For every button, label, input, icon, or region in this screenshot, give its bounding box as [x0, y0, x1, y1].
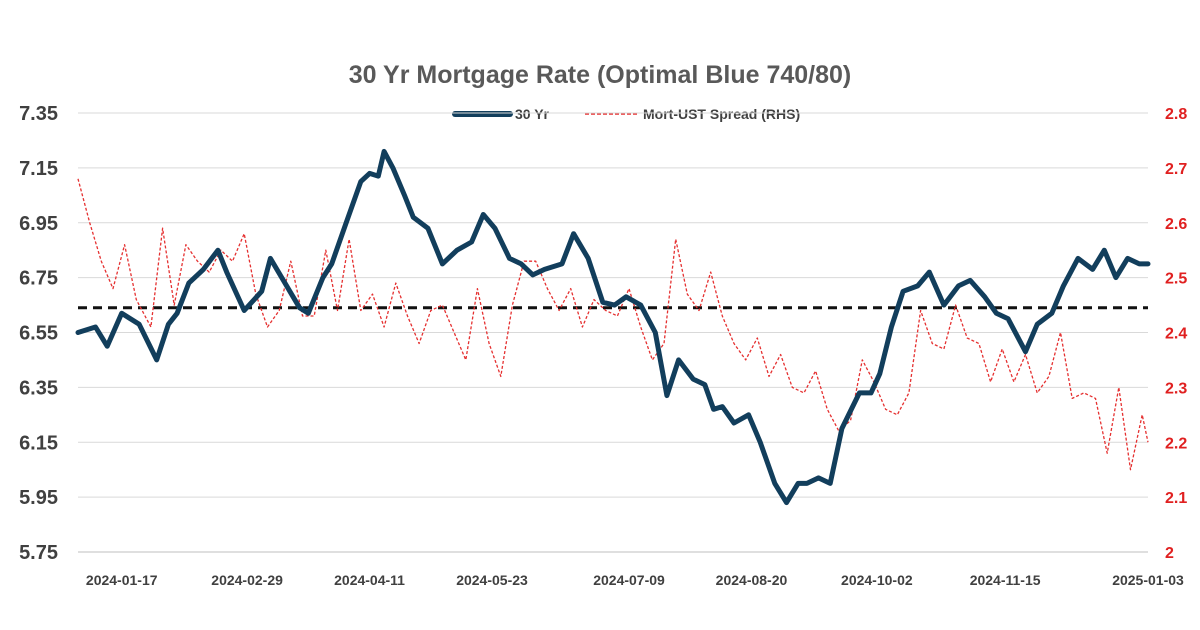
legend-label-spread: Mort-UST Spread (RHS) — [643, 106, 800, 122]
legend: 30 Yr Mort-UST Spread (RHS) — [452, 106, 800, 122]
left-tick-label: 6.95 — [19, 213, 58, 235]
x-tick-label: 2024-10-02 — [841, 572, 913, 588]
series-layer — [75, 148, 1151, 506]
x-tick-label: 2024-08-20 — [716, 572, 788, 588]
x-tick-label: 2024-02-29 — [211, 572, 283, 588]
x-axis: 2024-01-17 2024-02-29 2024-04-11 2024-05-23… — [86, 572, 1184, 588]
left-tick-label: 6.35 — [19, 377, 58, 399]
right-tick-label: 2.1 — [1165, 490, 1187, 507]
x-tick-label: 2024-11-15 — [970, 572, 1041, 588]
x-tick-label: 2025-01-03 — [1112, 572, 1184, 588]
left-tick-label: 5.75 — [19, 542, 58, 564]
x-tick-label: 2024-01-17 — [86, 572, 158, 588]
rate-series-line — [75, 148, 1151, 506]
right-axis: 2 2.1 2.2 2.3 2.4 2.5 2.6 2.7 2.8 — [1165, 106, 1187, 562]
left-axis: 5.75 5.95 6.15 6.35 6.55 6.75 6.95 7.15 7.35 — [19, 103, 58, 564]
right-tick-label: 2 — [1165, 545, 1174, 562]
right-tick-label: 2.5 — [1165, 271, 1187, 288]
left-tick-label: 7.15 — [19, 158, 58, 180]
left-tick-label: 6.15 — [19, 432, 58, 454]
spread-series-line — [77, 178, 1149, 471]
right-tick-label: 2.6 — [1165, 216, 1187, 233]
right-tick-label: 2.7 — [1165, 161, 1187, 178]
gridlines — [78, 112, 1148, 553]
left-tick-label: 6.75 — [19, 268, 58, 290]
x-tick-label: 2024-05-23 — [456, 572, 528, 588]
right-tick-label: 2.3 — [1165, 380, 1187, 397]
right-tick-label: 2.2 — [1165, 435, 1187, 452]
left-tick-label: 7.35 — [19, 103, 58, 125]
x-tick-label: 2024-07-09 — [593, 572, 665, 588]
left-tick-label: 5.95 — [19, 487, 58, 509]
legend-label-rate: 30 Yr — [515, 106, 550, 122]
right-tick-label: 2.4 — [1165, 326, 1187, 343]
chart-title: 30 Yr Mortgage Rate (Optimal Blue 740/80… — [349, 61, 851, 89]
left-tick-label: 6.55 — [19, 323, 58, 345]
x-tick-label: 2024-04-11 — [334, 572, 405, 588]
right-tick-label: 2.8 — [1165, 106, 1187, 123]
